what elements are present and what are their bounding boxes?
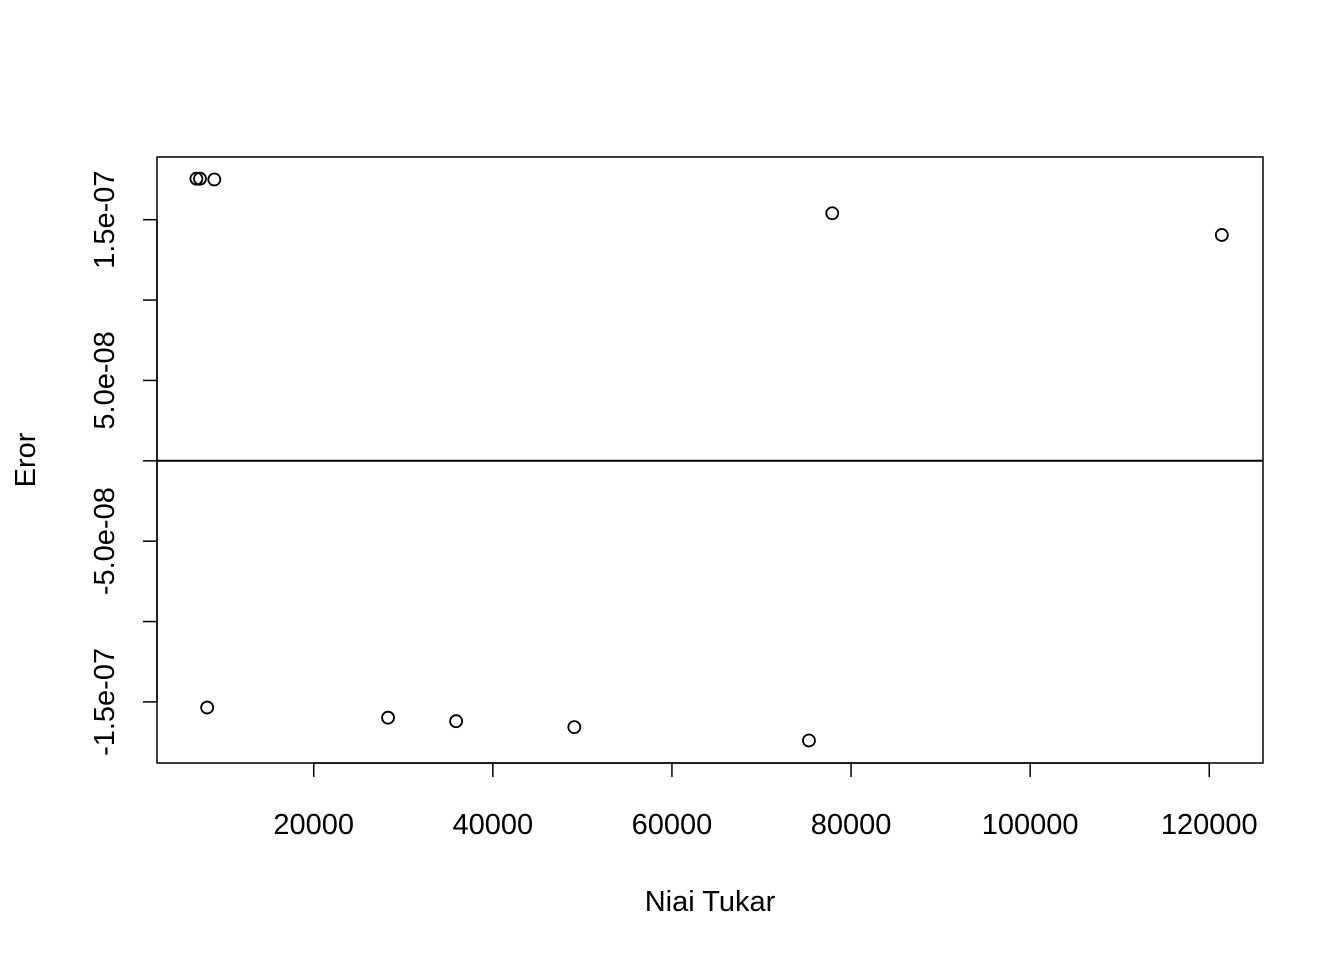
data-point [200, 700, 215, 715]
y-tick-label: -1.5e-07 [89, 648, 121, 756]
data-point [802, 733, 816, 748]
data-point [567, 720, 582, 735]
data-point [825, 206, 840, 221]
data-point [1214, 228, 1229, 242]
y-axis: -1.5e-07 -5.0e-08 5.0e-08 1.5e-07 [89, 171, 158, 756]
y-tick-label: 5.0e-08 [89, 331, 121, 429]
y-tick-label: 1.5e-07 [89, 171, 121, 269]
y-tick-label: -5.0e-08 [89, 487, 121, 595]
data-point [189, 171, 204, 186]
x-tick-label: 120000 [1161, 809, 1258, 841]
x-tick-label: 60000 [632, 809, 713, 841]
data-point [381, 710, 395, 725]
data-point [449, 714, 464, 729]
x-axis-label: Niai Tukar [645, 886, 776, 918]
x-axis: 20000 40000 60000 80000 100000 120000 [273, 762, 1258, 841]
y-axis-label: Eror [10, 432, 42, 487]
data-points [189, 171, 1229, 748]
x-tick-label: 20000 [273, 809, 354, 841]
x-tick-label: 100000 [982, 809, 1079, 841]
data-point [193, 171, 207, 186]
data-point [207, 172, 222, 187]
x-tick-label: 80000 [811, 809, 892, 841]
x-tick-label: 40000 [453, 809, 534, 841]
